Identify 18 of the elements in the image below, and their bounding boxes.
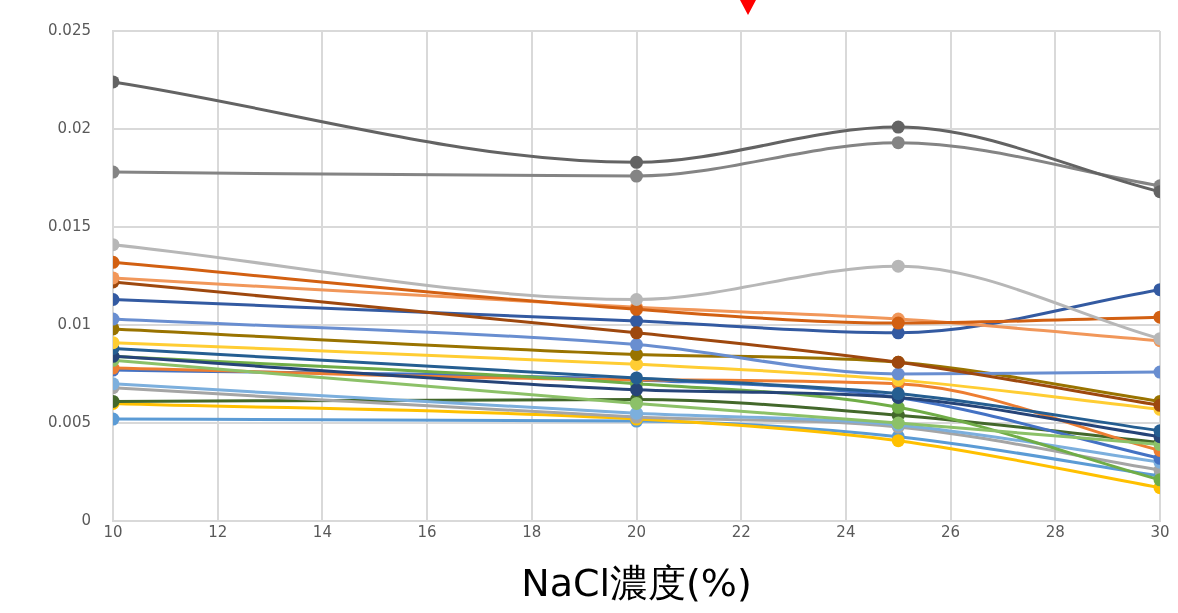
- x-axis-title: NaCl濃度(%): [521, 561, 752, 606]
- y-tick-label: 0.025: [48, 20, 91, 39]
- x-tick-label: 22: [731, 522, 751, 541]
- y-tick-label: 0.005: [48, 412, 91, 431]
- x-tick-label: 28: [1045, 522, 1065, 541]
- x-tick-label: 26: [941, 522, 961, 541]
- x-tick-label: 16: [417, 522, 437, 541]
- x-tick-label: 20: [626, 522, 647, 541]
- x-tick-label: 12: [208, 522, 228, 541]
- y-tick-label: 0.01: [57, 314, 91, 333]
- y-tick-label: 0.015: [48, 216, 91, 235]
- y-tick-label: 0.02: [57, 118, 91, 137]
- x-tick-label: 30: [1150, 522, 1170, 541]
- x-tick-label: 10: [103, 522, 123, 541]
- x-tick-label: 24: [836, 522, 856, 541]
- y-tick-label: 0: [81, 510, 91, 529]
- x-tick-label: 18: [522, 522, 542, 541]
- x-tick-label: 14: [312, 522, 332, 541]
